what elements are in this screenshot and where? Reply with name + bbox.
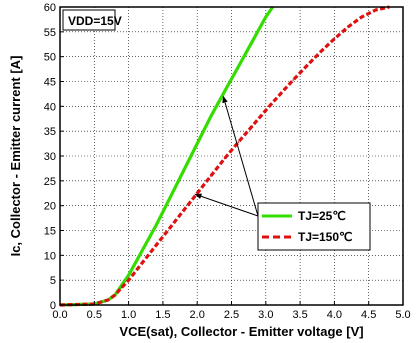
- series-1-point: [127, 279, 130, 282]
- series-0-point: [196, 142, 198, 145]
- series-1-point: [114, 294, 116, 296]
- legend-label-tj150: TJ=150℃: [298, 230, 353, 244]
- series-1-point: [265, 109, 267, 112]
- series-0-point: [182, 170, 185, 172]
- series-1-point: [333, 38, 336, 40]
- legend-label-tj25: TJ=25℃: [298, 209, 346, 223]
- legend-box: [257, 202, 371, 251]
- series-1-point: [223, 157, 226, 160]
- y-tick-label: 50: [44, 52, 56, 64]
- vdd-annotation: VDD=15V: [62, 9, 122, 31]
- y-tick-label: 15: [44, 226, 56, 238]
- series-1-point: [141, 262, 144, 264]
- y-tick-label: 0: [50, 300, 56, 312]
- y-tick-label: 45: [44, 77, 56, 89]
- series-1-point: [120, 286, 123, 289]
- grid: [60, 7, 403, 305]
- vdd-annotation-box: [62, 9, 116, 31]
- series-0-point: [155, 224, 157, 227]
- arrow-to-tj25: [222, 95, 259, 217]
- series-1-point: [155, 244, 157, 247]
- annotation-arrows: [194, 95, 259, 217]
- series-1-point: [361, 16, 363, 18]
- series-1-point: [278, 94, 281, 96]
- vdd-annotation-text: VDD=15V: [68, 14, 122, 28]
- series-0-point: [210, 115, 212, 118]
- series-1-point: [251, 125, 253, 127]
- ticks: 0.0 0.5 1.0 1.5 2.0 2.5 3.0 3.5 4.0 4.5 5.0 0 5 10 15 2…: [44, 2, 411, 321]
- series-1-point: [169, 227, 171, 229]
- series-1-point: [210, 175, 212, 177]
- series-1-point: [374, 9, 377, 11]
- series-1-point: [196, 192, 198, 195]
- x-tick-label: 2.0: [190, 309, 205, 321]
- series-1-point: [292, 79, 295, 81]
- series-1-point: [319, 50, 322, 53]
- series-0-point: [251, 41, 253, 43]
- y-tick-label: 20: [44, 201, 56, 213]
- y-tick-label: 40: [44, 101, 56, 113]
- x-tick-label: 1.0: [121, 309, 136, 321]
- x-tick-label: 5.0: [395, 309, 410, 321]
- series-0-point: [127, 274, 130, 277]
- x-tick-label: 3.5: [292, 309, 307, 321]
- x-tick-label: 4.0: [327, 309, 342, 321]
- legend: TJ=25℃ TJ=150℃: [257, 202, 371, 251]
- arrow-to-tj150: [194, 193, 259, 217]
- x-tick-label: 3.0: [258, 309, 273, 321]
- y-axis-title: Ic, Collector - Emitter current [A]: [8, 56, 23, 257]
- x-tick-label: 0.5: [87, 309, 102, 321]
- y-tick-label: 30: [44, 151, 56, 163]
- y-tick-label: 5: [50, 275, 56, 287]
- x-tick-label: 4.5: [361, 309, 376, 321]
- x-axis-title: VCE(sat), Collector - Emitter voltage [V…: [119, 324, 363, 339]
- series-0-point: [265, 16, 267, 18]
- series-0-point: [169, 197, 171, 199]
- x-tick-label: 2.5: [224, 309, 239, 321]
- series-1-point: [306, 64, 308, 67]
- series-1-point: [107, 299, 109, 301]
- series-0-point: [237, 65, 240, 68]
- y-tick-label: 60: [44, 2, 56, 14]
- x-tick-label: 0.0: [52, 309, 67, 321]
- y-tick-label: 35: [44, 126, 56, 138]
- y-tick-label: 25: [44, 176, 56, 188]
- series-0-point: [141, 249, 144, 252]
- y-tick-label: 55: [44, 27, 56, 39]
- series-0-point: [223, 90, 226, 93]
- series-1-point: [347, 26, 349, 28]
- x-tick-label: 1.5: [155, 309, 170, 321]
- series-1-point: [237, 141, 240, 143]
- y-tick-label: 10: [44, 250, 56, 262]
- series-1-point: [182, 209, 185, 212]
